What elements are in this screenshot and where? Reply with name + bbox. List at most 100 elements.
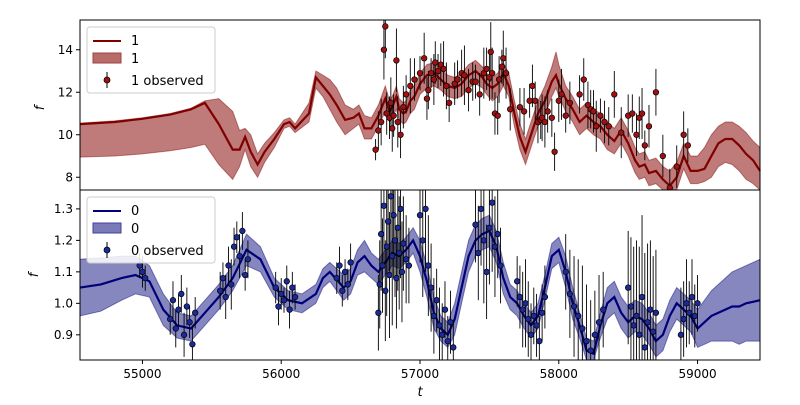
observed-point: [532, 97, 539, 104]
observed-point: [379, 262, 386, 269]
observed-point: [579, 325, 586, 332]
observed-point: [595, 319, 603, 326]
top-legend: 1 1 1 observed: [86, 26, 216, 94]
observed-point: [222, 293, 229, 301]
observed-point: [625, 284, 632, 291]
bottom-observed-points: [136, 190, 701, 360]
y-tick-label: 10: [58, 128, 73, 142]
observed-point: [548, 114, 555, 121]
observed-point: [283, 278, 290, 285]
observed-point: [597, 112, 604, 119]
observed-point: [522, 300, 529, 307]
observed-point: [445, 99, 453, 107]
observed-point: [688, 293, 696, 301]
observed-point: [427, 284, 435, 291]
observed-point: [387, 193, 395, 200]
y-tick-label: 1.0: [54, 296, 73, 310]
observed-point: [441, 306, 449, 313]
observed-point: [377, 230, 385, 238]
observed-point: [483, 65, 490, 73]
observed-point: [489, 69, 496, 77]
observed-point: [618, 129, 625, 136]
y-tick-label: 1.2: [54, 233, 73, 247]
observed-point: [425, 262, 432, 269]
observed-point: [383, 243, 390, 250]
observed-point: [372, 146, 379, 153]
observed-point: [673, 163, 680, 170]
observed-point: [591, 331, 599, 338]
observed-point: [502, 69, 510, 77]
observed-point: [398, 268, 406, 276]
observed-point: [142, 274, 149, 282]
observed-point: [219, 274, 227, 282]
top-y-ticks: 8 10 12 14: [58, 43, 80, 184]
bottom-legend: 0 0 0 observed: [86, 196, 216, 264]
observed-point: [421, 55, 428, 62]
observed-point: [476, 91, 483, 98]
observed-point: [566, 290, 574, 298]
observed-point: [447, 319, 454, 326]
observed-point: [183, 303, 191, 310]
observed-point: [489, 199, 496, 206]
observed-point: [641, 344, 648, 351]
observed-point: [486, 224, 493, 231]
observed-point: [644, 319, 651, 326]
observed-point: [397, 131, 404, 138]
observed-point: [402, 256, 410, 263]
observed-point: [175, 306, 182, 313]
observed-point: [526, 97, 533, 104]
observed-point: [380, 202, 388, 209]
observed-point: [580, 76, 587, 83]
observed-point: [419, 237, 426, 244]
y-tick-label: 0.9: [54, 328, 73, 342]
observed-point: [433, 297, 440, 304]
observed-point: [192, 309, 199, 316]
observed-point: [436, 322, 443, 329]
observed-point: [497, 262, 504, 269]
observed-point: [244, 256, 252, 263]
observed-point: [652, 309, 660, 316]
observed-point: [407, 82, 414, 90]
observed-point: [172, 325, 179, 332]
observed-point: [555, 97, 562, 104]
observed-point: [475, 249, 482, 257]
panel-top: 8 10 12 14 f 1 1 1 observed: [33, 19, 761, 192]
observed-point: [551, 148, 558, 155]
top-legend-point-swatch: [103, 76, 111, 84]
observed-point: [390, 212, 397, 219]
observed-point: [525, 315, 532, 323]
observed-point: [645, 123, 653, 130]
observed-point: [444, 337, 451, 345]
observed-point: [480, 237, 487, 244]
observed-point: [440, 65, 447, 73]
observed-point: [400, 240, 407, 247]
observed-point: [583, 337, 590, 345]
bottom-legend-box: [86, 196, 216, 264]
observed-point: [430, 312, 438, 320]
observed-point: [454, 76, 461, 83]
observed-point: [443, 82, 450, 90]
x-axis-label: t: [417, 385, 423, 400]
observed-point: [376, 281, 383, 288]
observed-point: [389, 125, 396, 132]
observed-point: [483, 268, 490, 276]
observed-point: [683, 300, 690, 307]
observed-point: [694, 300, 701, 307]
observed-point: [638, 293, 646, 301]
observed-point: [394, 118, 401, 126]
observed-point: [382, 23, 389, 30]
observed-point: [593, 123, 600, 130]
observed-point: [422, 205, 429, 213]
bottom-legend-point-swatch: [103, 246, 111, 254]
bottom-y-axis-label: f: [27, 270, 42, 277]
observed-point: [291, 293, 299, 301]
observed-point: [629, 110, 636, 117]
observed-point: [241, 271, 249, 279]
observed-point: [386, 271, 393, 279]
observed-point: [519, 306, 526, 313]
observed-point: [377, 118, 385, 126]
observed-point: [169, 297, 177, 304]
observed-point: [384, 218, 392, 225]
observed-point: [677, 331, 685, 338]
